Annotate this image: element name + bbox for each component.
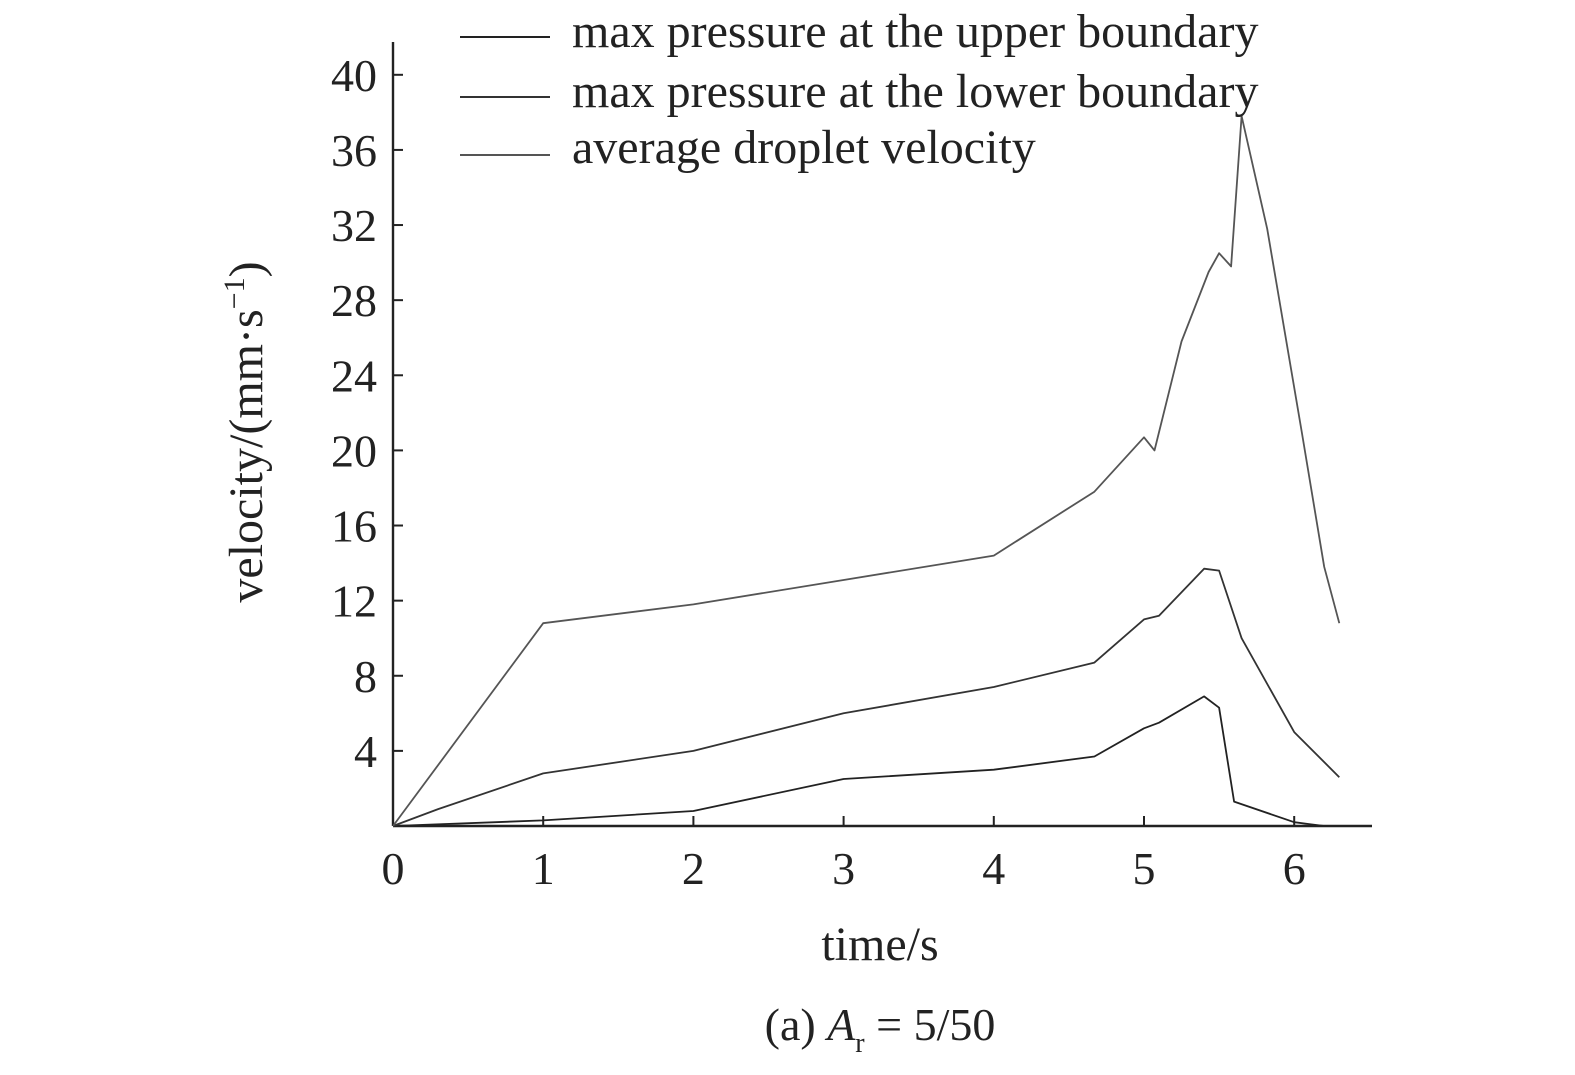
legend-label-lower-boundary: max pressure at the lower boundary: [572, 65, 1258, 118]
legend-label-upper-boundary: max pressure at the upper boundary: [572, 5, 1258, 58]
x-tick-label: 4: [982, 843, 1005, 894]
y-tick-label: 8: [354, 651, 377, 702]
y-tick-label: 24: [331, 350, 377, 401]
legend-label-average-velocity: average droplet velocity: [572, 121, 1036, 174]
x-tick-label: 2: [682, 843, 705, 894]
y-tick-label: 12: [331, 576, 377, 627]
x-axis-title: time/s: [821, 918, 938, 971]
x-tick-label: 5: [1133, 843, 1156, 894]
y-tick-label: 36: [331, 125, 377, 176]
series-line-upper-boundary: [392, 695, 1325, 827]
y-tick-label: 4: [354, 726, 377, 777]
x-tick-label: 1: [532, 843, 555, 894]
y-tick-label: 40: [331, 50, 377, 101]
x-tick-label: 0: [382, 843, 405, 894]
legend: max pressure at the upper boundary max p…: [460, 5, 1258, 174]
y-tick-label: 20: [331, 425, 377, 476]
y-axis-title-sup: −1: [218, 277, 251, 309]
caption-prefix: (a): [765, 999, 828, 1050]
axes: [391, 42, 1372, 828]
y-axis-title-main: velocity/(mm·s: [220, 309, 273, 602]
caption-variable: A: [824, 999, 856, 1050]
x-tick-label: 3: [832, 843, 855, 894]
series-line-lower-boundary: [392, 567, 1340, 827]
caption-subscript: r: [855, 1028, 865, 1059]
y-axis-title-close: ): [220, 261, 273, 277]
figure-caption: (a) Ar = 5/50: [765, 999, 996, 1059]
series-line-average-velocity: [392, 115, 1341, 827]
x-tick-label: 6: [1283, 843, 1306, 894]
y-axis-title: velocity/(mm·s−1): [218, 261, 273, 602]
caption-rest: = 5/50: [865, 999, 996, 1050]
series-lines: [392, 115, 1341, 827]
y-tick-label: 16: [331, 501, 377, 552]
y-tick-label: 28: [331, 275, 377, 326]
y-tick-label: 32: [331, 200, 377, 251]
